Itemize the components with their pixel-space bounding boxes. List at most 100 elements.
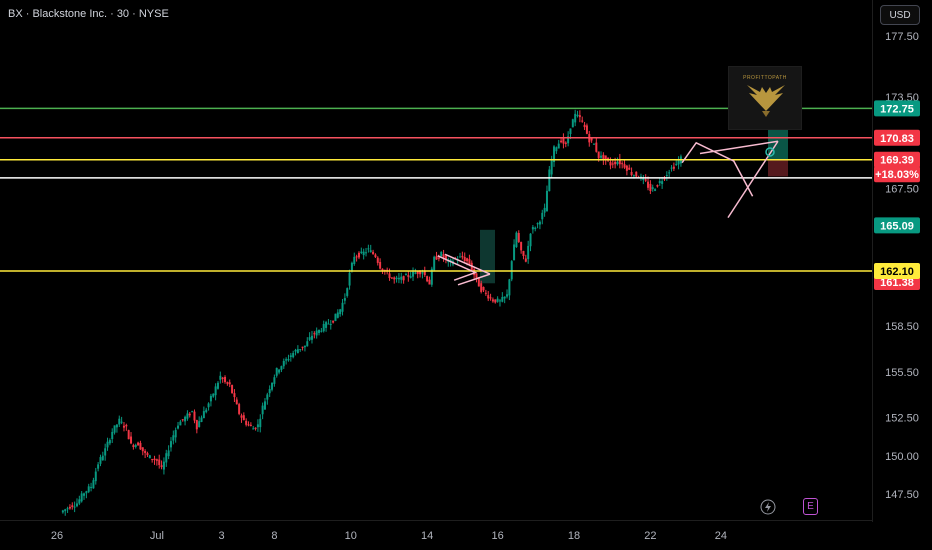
candle-body xyxy=(228,382,231,385)
price-tick-label: 167.50 xyxy=(885,184,919,196)
candle-body xyxy=(186,413,189,419)
candle-body xyxy=(233,393,236,398)
candle-body xyxy=(541,212,544,220)
candle-body xyxy=(310,335,313,340)
candle-body xyxy=(578,115,581,118)
candle-body xyxy=(104,448,107,456)
candle-body xyxy=(113,425,116,433)
candle-body xyxy=(466,258,469,262)
candle-body xyxy=(144,450,147,454)
candle-body xyxy=(482,286,485,291)
candle-body xyxy=(480,283,483,292)
candle-body xyxy=(332,320,335,323)
candle-body xyxy=(503,296,506,299)
candle-body xyxy=(569,128,572,135)
candle-body xyxy=(357,252,360,258)
candle-body xyxy=(301,346,304,348)
lightning-icon[interactable] xyxy=(758,498,778,516)
candle-body xyxy=(459,256,462,258)
candle-body xyxy=(80,493,83,502)
candle-body xyxy=(677,160,680,165)
candle-body xyxy=(513,244,516,261)
candle-body xyxy=(590,137,593,141)
candle-body xyxy=(242,415,245,421)
trade-zone-box xyxy=(480,229,495,284)
candle-body xyxy=(231,384,234,394)
price-tick-label: 147.50 xyxy=(885,489,919,501)
candle-body xyxy=(216,382,219,389)
candle-body xyxy=(336,312,339,318)
candle-body xyxy=(134,444,137,447)
candle-body xyxy=(325,322,328,328)
candle-body xyxy=(428,279,431,285)
candle-body xyxy=(625,165,628,171)
candle-body xyxy=(320,330,323,332)
candle-body xyxy=(162,461,165,470)
trendline xyxy=(457,273,491,286)
candle-body xyxy=(111,431,114,440)
candle-body xyxy=(379,261,382,269)
candle-body xyxy=(618,158,621,165)
candle-body xyxy=(412,271,415,277)
candle-body xyxy=(245,420,248,425)
currency-button[interactable]: USD xyxy=(880,5,920,25)
candle-body xyxy=(487,295,490,299)
candle-body xyxy=(668,172,671,174)
candle-body xyxy=(294,349,297,352)
candle-body xyxy=(165,453,168,463)
candle-body xyxy=(560,140,563,143)
candle-body xyxy=(510,261,513,280)
candle-body xyxy=(207,403,210,408)
candle-body xyxy=(155,459,158,461)
candle-body xyxy=(600,155,603,158)
current-price-tag-bg xyxy=(874,217,920,234)
candle-body xyxy=(85,491,88,494)
candle-body xyxy=(423,270,426,276)
candle-body xyxy=(118,418,121,425)
candle-body xyxy=(491,299,494,302)
candle-body xyxy=(247,424,250,426)
candle-body xyxy=(531,227,534,230)
candle-body xyxy=(419,271,422,275)
candle-body xyxy=(369,250,372,253)
candle-body xyxy=(198,421,201,428)
candle-body xyxy=(400,276,403,280)
candle-body xyxy=(106,441,109,448)
candle-body xyxy=(621,163,624,165)
candle-body xyxy=(484,292,487,294)
candle-body xyxy=(675,163,678,165)
candle-body xyxy=(287,358,290,361)
candle-body xyxy=(181,419,184,421)
candle-body xyxy=(623,164,626,168)
candle-body xyxy=(597,151,600,159)
candle-body xyxy=(315,330,318,336)
candle-body xyxy=(275,367,278,376)
candle-body xyxy=(611,163,614,165)
candle-body xyxy=(141,447,144,452)
trendline xyxy=(727,140,779,219)
candle-body xyxy=(548,169,551,192)
price-level-tag: 170.83 xyxy=(880,133,914,145)
candle-body xyxy=(395,277,398,280)
candle-body xyxy=(256,424,259,428)
candle-body xyxy=(282,360,285,367)
candle-body xyxy=(581,120,584,122)
candle-body xyxy=(585,125,588,134)
price-tick-label: 155.50 xyxy=(885,367,919,379)
candle-body xyxy=(350,262,353,272)
candle-body xyxy=(271,382,274,390)
candle-body xyxy=(90,486,93,488)
events-icon[interactable]: E xyxy=(803,498,818,515)
candle-body xyxy=(200,417,203,422)
candle-body xyxy=(433,256,436,271)
candle-body xyxy=(158,459,161,465)
candle-body xyxy=(148,455,151,459)
price-level-tag-bg xyxy=(874,151,920,168)
candle-body xyxy=(435,256,438,260)
candle-body xyxy=(496,298,499,302)
candle-body xyxy=(461,255,464,258)
candle-body xyxy=(555,147,558,152)
signal-marker xyxy=(765,147,775,157)
candle-body xyxy=(202,411,205,419)
